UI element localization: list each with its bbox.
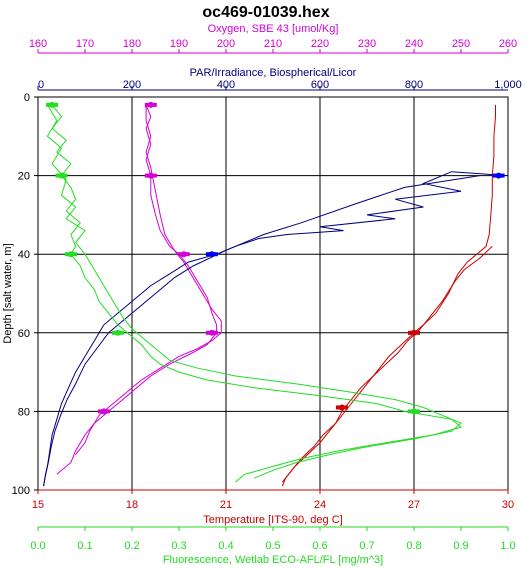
temperature-series-line [282, 245, 493, 483]
depth-tick-label: 60 [18, 328, 30, 340]
par-tick-label: 0 [38, 79, 44, 91]
fluorescence-tick-label: 0.0 [30, 540, 45, 552]
par-tick-label: 400 [217, 79, 235, 91]
fluorescence-marker-dot [67, 251, 74, 258]
par-axis [37, 86, 508, 91]
fluorescence-marker-dot [114, 329, 121, 336]
par-tick-label: 200 [123, 79, 141, 91]
oxygen-marker-dot [147, 101, 154, 108]
fluorescence-tick-label: 0.6 [312, 540, 327, 552]
oxygen-axis-label: Oxygen, SBE 43 [umol/Kg] [208, 23, 339, 35]
temperature-tick-label: 24 [314, 499, 326, 511]
depth-axis-label: Depth [salt water, m] [2, 243, 14, 343]
fluorescence-marker-dot [49, 101, 56, 108]
fluorescence-tick-label: 0.2 [124, 540, 139, 552]
oxygen-tick-label: 210 [264, 38, 282, 50]
temperature-axis [37, 489, 509, 494]
par-marker-dot [208, 251, 215, 258]
par-tick-label: 600 [311, 79, 329, 91]
par-series-line [43, 171, 508, 487]
temperature-marker-dot [411, 329, 417, 336]
fluorescence-tick-label: 0.9 [453, 540, 468, 552]
oxygen-marker-dot [180, 251, 187, 258]
par-tick-label: 1,000 [494, 79, 522, 91]
depth-tick-label: 80 [18, 406, 30, 418]
chart-title: oc469-01039.hex [202, 4, 329, 21]
oxygen-tick-label: 200 [217, 38, 235, 50]
temperature-tick-label: 21 [220, 499, 232, 511]
temperature-tick-label: 27 [408, 499, 420, 511]
fluorescence-series-line [46, 104, 462, 479]
oxygen-tick-label: 230 [358, 38, 376, 50]
depth-tick-label: 20 [18, 171, 30, 183]
temperature-tick-label: 15 [32, 499, 44, 511]
fluorescence-tick-label: 0.5 [265, 540, 280, 552]
oxygen-marker-dot [100, 408, 107, 415]
par-marker-dot [495, 172, 502, 179]
plot-frame [37, 96, 509, 491]
oxygen-tick-label: 160 [29, 38, 47, 50]
oxygen-marker-dot [147, 172, 154, 179]
fluorescence-tick-label: 0.7 [359, 540, 374, 552]
fluorescence-series-line [51, 104, 463, 483]
oxygen-series-line [56, 104, 218, 475]
fluorescence-tick-label: 0.8 [406, 540, 421, 552]
temperature-tick-label: 30 [502, 499, 514, 511]
oxygen-series-line [75, 104, 222, 455]
temperature-axis-label: Temperature [ITS-90, deg C] [203, 514, 342, 526]
fluorescence-tick-label: 0.3 [171, 540, 186, 552]
oxygen-marker-dot [208, 329, 215, 336]
fluorescence-tick-label: 0.4 [218, 540, 233, 552]
oxygen-tick-label: 190 [170, 38, 188, 50]
fluorescence-axis-label: Fluorescence, Wetlab ECO-AFL/FL [mg/m^3] [163, 554, 383, 566]
oxygen-tick-label: 240 [405, 38, 423, 50]
oxygen-axis [37, 49, 509, 54]
fluorescence-axis [37, 526, 509, 531]
oxygen-tick-label: 250 [452, 38, 470, 50]
fluorescence-marker-dot [411, 408, 417, 415]
par-series-line [43, 175, 480, 487]
par-axis-label: PAR/Irradiance, Biospherical/Licor [190, 67, 357, 79]
fluorescence-tick-label: 0.1 [77, 540, 92, 552]
oxygen-tick-label: 170 [76, 38, 94, 50]
depth-tick-label: 100 [12, 485, 30, 497]
oxygen-tick-label: 220 [311, 38, 329, 50]
temperature-marker-dot [338, 404, 345, 411]
fluorescence-marker-dot [58, 172, 65, 179]
oxygen-tick-label: 260 [499, 38, 517, 50]
par-tick-label: 800 [405, 79, 423, 91]
grid-lines [38, 97, 508, 490]
fluorescence-tick-label: 1.0 [500, 540, 515, 552]
oxygen-tick-label: 180 [123, 38, 141, 50]
temperature-tick-label: 18 [126, 499, 138, 511]
depth-tick-label: 0 [24, 92, 30, 104]
depth-tick-label: 40 [18, 249, 30, 261]
